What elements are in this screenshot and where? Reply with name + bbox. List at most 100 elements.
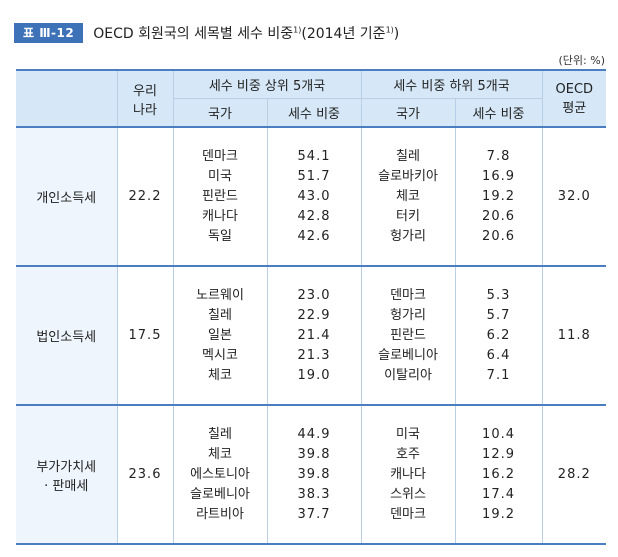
- caption-close: ): [393, 26, 400, 42]
- bottom-countries-cell: 칠레 슬로바키아 체코 터키 헝가리: [361, 127, 456, 267]
- header-bottom-share: 세수 비중: [455, 98, 543, 128]
- country-name: 덴마크: [202, 148, 238, 164]
- country-name: 슬로베니아: [378, 347, 438, 363]
- share-value: 21.3: [297, 347, 331, 363]
- country-name: 슬로베니아: [190, 486, 250, 502]
- country-name: 덴마크: [390, 506, 426, 522]
- country-name: 헝가리: [390, 228, 426, 244]
- share-value: 7.8: [486, 148, 511, 164]
- country-name: 체코: [396, 188, 420, 204]
- country-name: 터키: [396, 208, 420, 224]
- unit-label: (단위: %): [558, 54, 605, 67]
- header-bottom-country: 국가: [361, 98, 456, 128]
- bottom-countries-cell: 미국 호주 캐나다 스위스 덴마크: [361, 405, 456, 545]
- country-name: 덴마크: [390, 287, 426, 303]
- header-bottom5: 세수 비중 하위 5개국: [361, 69, 543, 99]
- share-value: 39.8: [297, 446, 331, 462]
- share-value: 38.3: [297, 486, 331, 502]
- footnote-mark: 1): [385, 25, 394, 35]
- bottom-values-cell: 7.8 16.9 19.2 20.6 20.6: [455, 127, 543, 267]
- top-countries-cell: 덴마크 미국 핀란드 캐나다 독일: [173, 127, 268, 267]
- share-value: 17.4: [482, 486, 515, 502]
- header-tax-type: [16, 69, 118, 128]
- country-name: 라트비아: [196, 506, 244, 522]
- table-row: 부가가치세 · 판매세 23.6 칠레 체코 에스토니아 슬로베니아 라트비아 …: [16, 405, 607, 545]
- country-name: 핀란드: [202, 188, 238, 204]
- country-name: 일본: [208, 327, 232, 343]
- top-values-cell: 23.0 22.9 21.4 21.3 19.0: [267, 266, 362, 406]
- share-value: 6.2: [486, 327, 511, 343]
- share-value: 22.9: [297, 307, 331, 323]
- header-oecd-average: OECD 평균: [542, 69, 607, 128]
- country-name: 멕시코: [202, 347, 238, 363]
- tax-share-table: 우리 나라 세수 비중 상위 5개국 세수 비중 하위 5개국 OECD 평균 …: [16, 69, 607, 545]
- tax-type-label: 부가가치세: [36, 459, 97, 475]
- country-name: 칠레: [396, 148, 420, 164]
- tax-type-label: 법인소득세: [36, 330, 97, 345]
- country-name: 미국: [396, 426, 420, 442]
- country-name: 핀란드: [390, 327, 426, 343]
- header-korea: 우리 나라: [117, 69, 174, 128]
- korea-value: 22.2: [117, 127, 174, 267]
- country-name: 스위스: [390, 486, 426, 502]
- country-name: 칠레: [208, 426, 232, 442]
- country-name: 에스토니아: [190, 466, 250, 482]
- share-value: 39.8: [297, 466, 331, 482]
- share-value: 12.9: [482, 446, 515, 462]
- share-value: 5.7: [486, 307, 511, 323]
- header-korea-line: 나라: [133, 102, 157, 118]
- header-korea-line: 우리: [133, 83, 157, 99]
- share-value: 37.7: [297, 506, 331, 522]
- country-name: 슬로바키아: [378, 168, 438, 184]
- country-name: 헝가리: [390, 307, 426, 323]
- share-value: 43.0: [297, 188, 331, 204]
- country-name: 체코: [208, 446, 232, 462]
- header-top-share: 세수 비중: [267, 98, 362, 128]
- share-value: 6.4: [486, 347, 511, 363]
- country-name: 캐나다: [390, 466, 426, 482]
- share-value: 20.6: [482, 228, 515, 244]
- bottom-countries-cell: 덴마크 헝가리 핀란드 슬로베니아 이탈리아: [361, 266, 456, 406]
- share-value: 51.7: [297, 168, 331, 184]
- tax-type-cell: 부가가치세 · 판매세: [16, 405, 118, 545]
- country-name: 미국: [208, 168, 232, 184]
- tax-type-cell: 법인소득세: [16, 266, 118, 406]
- country-name: 캐나다: [202, 208, 238, 224]
- header-oecd-line: 평균: [562, 100, 587, 116]
- footnote-mark: 1): [293, 25, 302, 35]
- country-name: 노르웨이: [196, 287, 244, 303]
- caption-main: OECD 회원국의 세목별 세수 비중: [93, 26, 294, 42]
- share-value: 21.4: [297, 327, 331, 343]
- share-value: 23.0: [297, 287, 331, 303]
- top-values-cell: 44.9 39.8 39.8 38.3 37.7: [267, 405, 362, 545]
- bottom-values-cell: 10.4 12.9 16.2 17.4 19.2: [455, 405, 543, 545]
- share-value: 7.1: [486, 367, 511, 383]
- share-value: 42.6: [297, 228, 331, 244]
- share-value: 10.4: [482, 426, 515, 442]
- top-countries-cell: 노르웨이 칠레 일본 멕시코 체코: [173, 266, 268, 406]
- share-value: 20.6: [482, 208, 515, 224]
- share-value: 44.9: [297, 426, 331, 442]
- table-number-badge: 표 Ⅲ-12: [14, 23, 84, 43]
- share-value: 42.8: [297, 208, 331, 224]
- tax-type-label: · 판매세: [44, 478, 89, 494]
- share-value: 54.1: [297, 148, 331, 164]
- table-title: 표 Ⅲ-12 OECD 회원국의 세목별 세수 비중1)(2014년 기준1)): [14, 23, 399, 43]
- share-value: 19.2: [482, 188, 515, 204]
- oecd-average-value: 32.0: [542, 127, 607, 267]
- share-value: 19.2: [482, 506, 515, 522]
- table-caption: OECD 회원국의 세목별 세수 비중1)(2014년 기준1)): [93, 23, 399, 43]
- country-name: 이탈리아: [384, 367, 432, 383]
- oecd-average-value: 28.2: [542, 405, 607, 545]
- country-name: 칠레: [208, 307, 232, 323]
- table-row: 개인소득세 22.2 덴마크 미국 핀란드 캐나다 독일 54.1 51.7 4…: [16, 127, 607, 267]
- header-top-country: 국가: [173, 98, 268, 128]
- top-countries-cell: 칠레 체코 에스토니아 슬로베니아 라트비아: [173, 405, 268, 545]
- share-value: 19.0: [297, 367, 331, 383]
- bottom-values-cell: 5.3 5.7 6.2 6.4 7.1: [455, 266, 543, 406]
- oecd-average-value: 11.8: [542, 266, 607, 406]
- country-name: 체코: [208, 367, 232, 383]
- tax-type-label: 개인소득세: [36, 191, 97, 206]
- header-top5: 세수 비중 상위 5개국: [173, 69, 362, 99]
- top-values-cell: 54.1 51.7 43.0 42.8 42.6: [267, 127, 362, 267]
